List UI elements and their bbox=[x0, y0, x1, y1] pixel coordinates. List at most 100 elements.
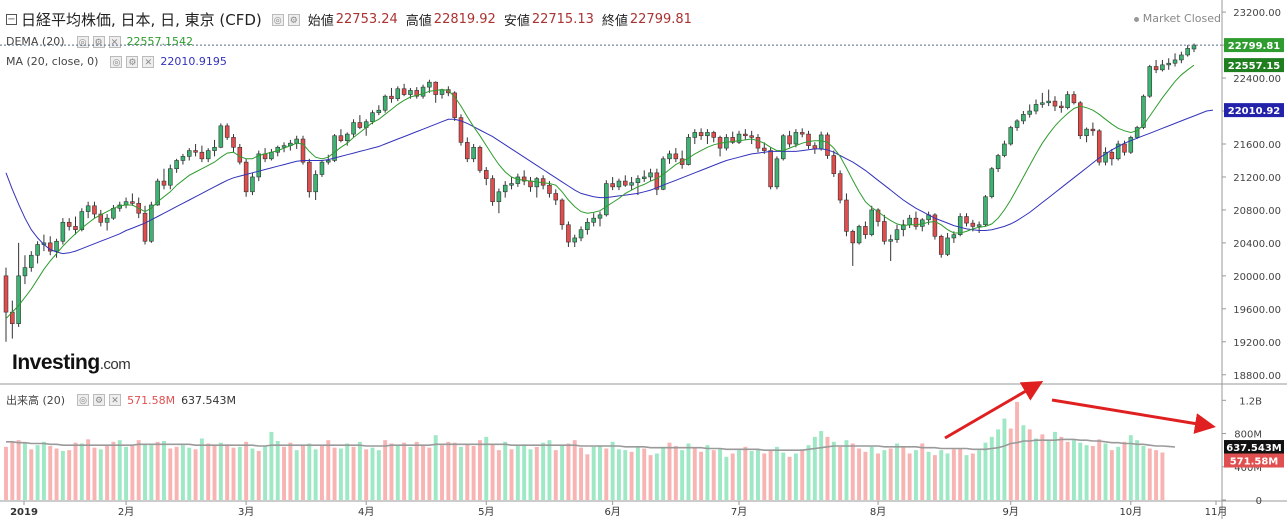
candle-body bbox=[762, 147, 767, 151]
volume-bar bbox=[876, 453, 881, 500]
volume-bar bbox=[838, 446, 843, 500]
price-tick-label: 22400.00 bbox=[1233, 74, 1281, 85]
time-tick-label: 11月 bbox=[1205, 506, 1228, 518]
candle-body bbox=[559, 199, 565, 226]
time-tick-label: 2019 bbox=[10, 507, 38, 518]
candle-body bbox=[351, 122, 356, 135]
high-value: 22819.92 bbox=[433, 12, 496, 27]
volume-visibility-icon[interactable]: ◎ bbox=[77, 394, 90, 406]
candle-body bbox=[471, 146, 476, 160]
ma-close-icon[interactable]: ✕ bbox=[142, 55, 155, 68]
collapse-icon[interactable]: − bbox=[6, 14, 17, 25]
time-tick-label: 8月 bbox=[870, 506, 886, 518]
candle-body bbox=[142, 212, 148, 242]
volume-bar bbox=[1097, 439, 1102, 500]
ma-settings-icon[interactable]: ⚙ bbox=[126, 55, 139, 68]
price-tick-label: 21600.00 bbox=[1233, 140, 1281, 151]
volume-bar bbox=[623, 450, 628, 500]
candle-body bbox=[98, 213, 104, 223]
volume-bar bbox=[566, 443, 571, 500]
dema-visibility-icon[interactable]: ◎ bbox=[76, 35, 89, 48]
candle-body bbox=[29, 254, 34, 268]
volume-close-icon[interactable]: ✕ bbox=[109, 394, 122, 406]
volume-bar bbox=[54, 448, 59, 500]
candle-body bbox=[35, 244, 40, 256]
candle-body bbox=[250, 176, 255, 193]
candle-body bbox=[1147, 66, 1153, 97]
candle-body bbox=[326, 160, 331, 163]
candle-body bbox=[743, 133, 748, 137]
candle-body bbox=[768, 150, 773, 188]
volume-bar bbox=[844, 440, 849, 500]
volume-settings-icon[interactable]: ⚙ bbox=[93, 394, 106, 406]
volume-bar bbox=[528, 449, 533, 500]
candle-body bbox=[382, 95, 388, 111]
volume-name: 出来高 (20) bbox=[6, 394, 66, 407]
candle-body bbox=[1166, 62, 1171, 66]
ma-visibility-icon[interactable]: ◎ bbox=[110, 55, 123, 68]
candle-body bbox=[957, 216, 963, 235]
candle-body bbox=[951, 234, 957, 239]
settings-icon[interactable]: ⚙ bbox=[287, 13, 300, 26]
candle-body bbox=[547, 184, 552, 194]
candle-body bbox=[395, 88, 401, 99]
volume-bar bbox=[4, 446, 8, 500]
candle-body bbox=[995, 155, 1001, 170]
candle-body bbox=[875, 209, 881, 222]
candle-body bbox=[168, 168, 173, 186]
volume-bar bbox=[421, 446, 426, 500]
price-badge-label: 22557.15 bbox=[1228, 61, 1281, 72]
dema-settings-icon[interactable]: ⚙ bbox=[92, 35, 105, 48]
candle-body bbox=[1014, 120, 1020, 128]
price-tick-label: 23200.00 bbox=[1233, 8, 1281, 19]
volume-bar bbox=[882, 450, 887, 500]
volume-value: 571.58M bbox=[127, 393, 176, 407]
logo-suffix: .com bbox=[99, 356, 131, 373]
volume-bar bbox=[1021, 425, 1026, 500]
volume-bar bbox=[199, 438, 204, 500]
red-down-arrow bbox=[1051, 398, 1216, 434]
volume-bar bbox=[787, 456, 792, 500]
candle-body bbox=[585, 221, 590, 231]
volume-bar bbox=[256, 450, 261, 500]
volume-bar bbox=[1008, 428, 1013, 500]
volume-bar bbox=[591, 446, 596, 500]
candle-body bbox=[465, 142, 470, 160]
volume-bar bbox=[951, 449, 956, 500]
indicator-lines bbox=[0, 44, 1222, 452]
candle-body bbox=[130, 201, 135, 204]
volume-bar bbox=[654, 453, 659, 500]
volume-bar bbox=[452, 442, 457, 500]
time-tick-label: 6月 bbox=[604, 506, 620, 518]
price-badge-label: 22010.92 bbox=[1228, 106, 1281, 117]
volume-bar bbox=[332, 447, 337, 500]
time-tick-label: 5月 bbox=[478, 506, 494, 518]
volume-bar bbox=[730, 453, 735, 500]
volume-bar bbox=[926, 451, 931, 500]
visibility-icon[interactable]: ◎ bbox=[271, 13, 284, 26]
candle-body bbox=[863, 226, 868, 235]
candle-body bbox=[623, 180, 628, 186]
volume-bar bbox=[661, 446, 666, 500]
volume-bar bbox=[496, 450, 501, 500]
volume-bar bbox=[149, 445, 154, 500]
volume-bar bbox=[970, 453, 975, 500]
price-badge-label: 22799.81 bbox=[1228, 41, 1281, 52]
volume-bar bbox=[1071, 440, 1076, 500]
dema-close-icon[interactable]: ✕ bbox=[108, 35, 121, 48]
candle-body bbox=[749, 135, 754, 138]
volume-bar bbox=[673, 446, 678, 500]
volume-bar bbox=[939, 450, 944, 500]
volume-bar bbox=[143, 443, 147, 500]
volume-bar bbox=[503, 441, 508, 500]
red-up-arrow bbox=[944, 380, 1044, 440]
close-label: 終値 bbox=[601, 14, 628, 29]
volume-bar bbox=[831, 441, 836, 500]
candle-body bbox=[945, 237, 950, 255]
candle-body bbox=[799, 132, 805, 135]
price-tick-label: 18800.00 bbox=[1233, 371, 1281, 382]
volume-bar bbox=[610, 441, 615, 500]
volume-tick-label: 0 bbox=[1256, 496, 1262, 507]
